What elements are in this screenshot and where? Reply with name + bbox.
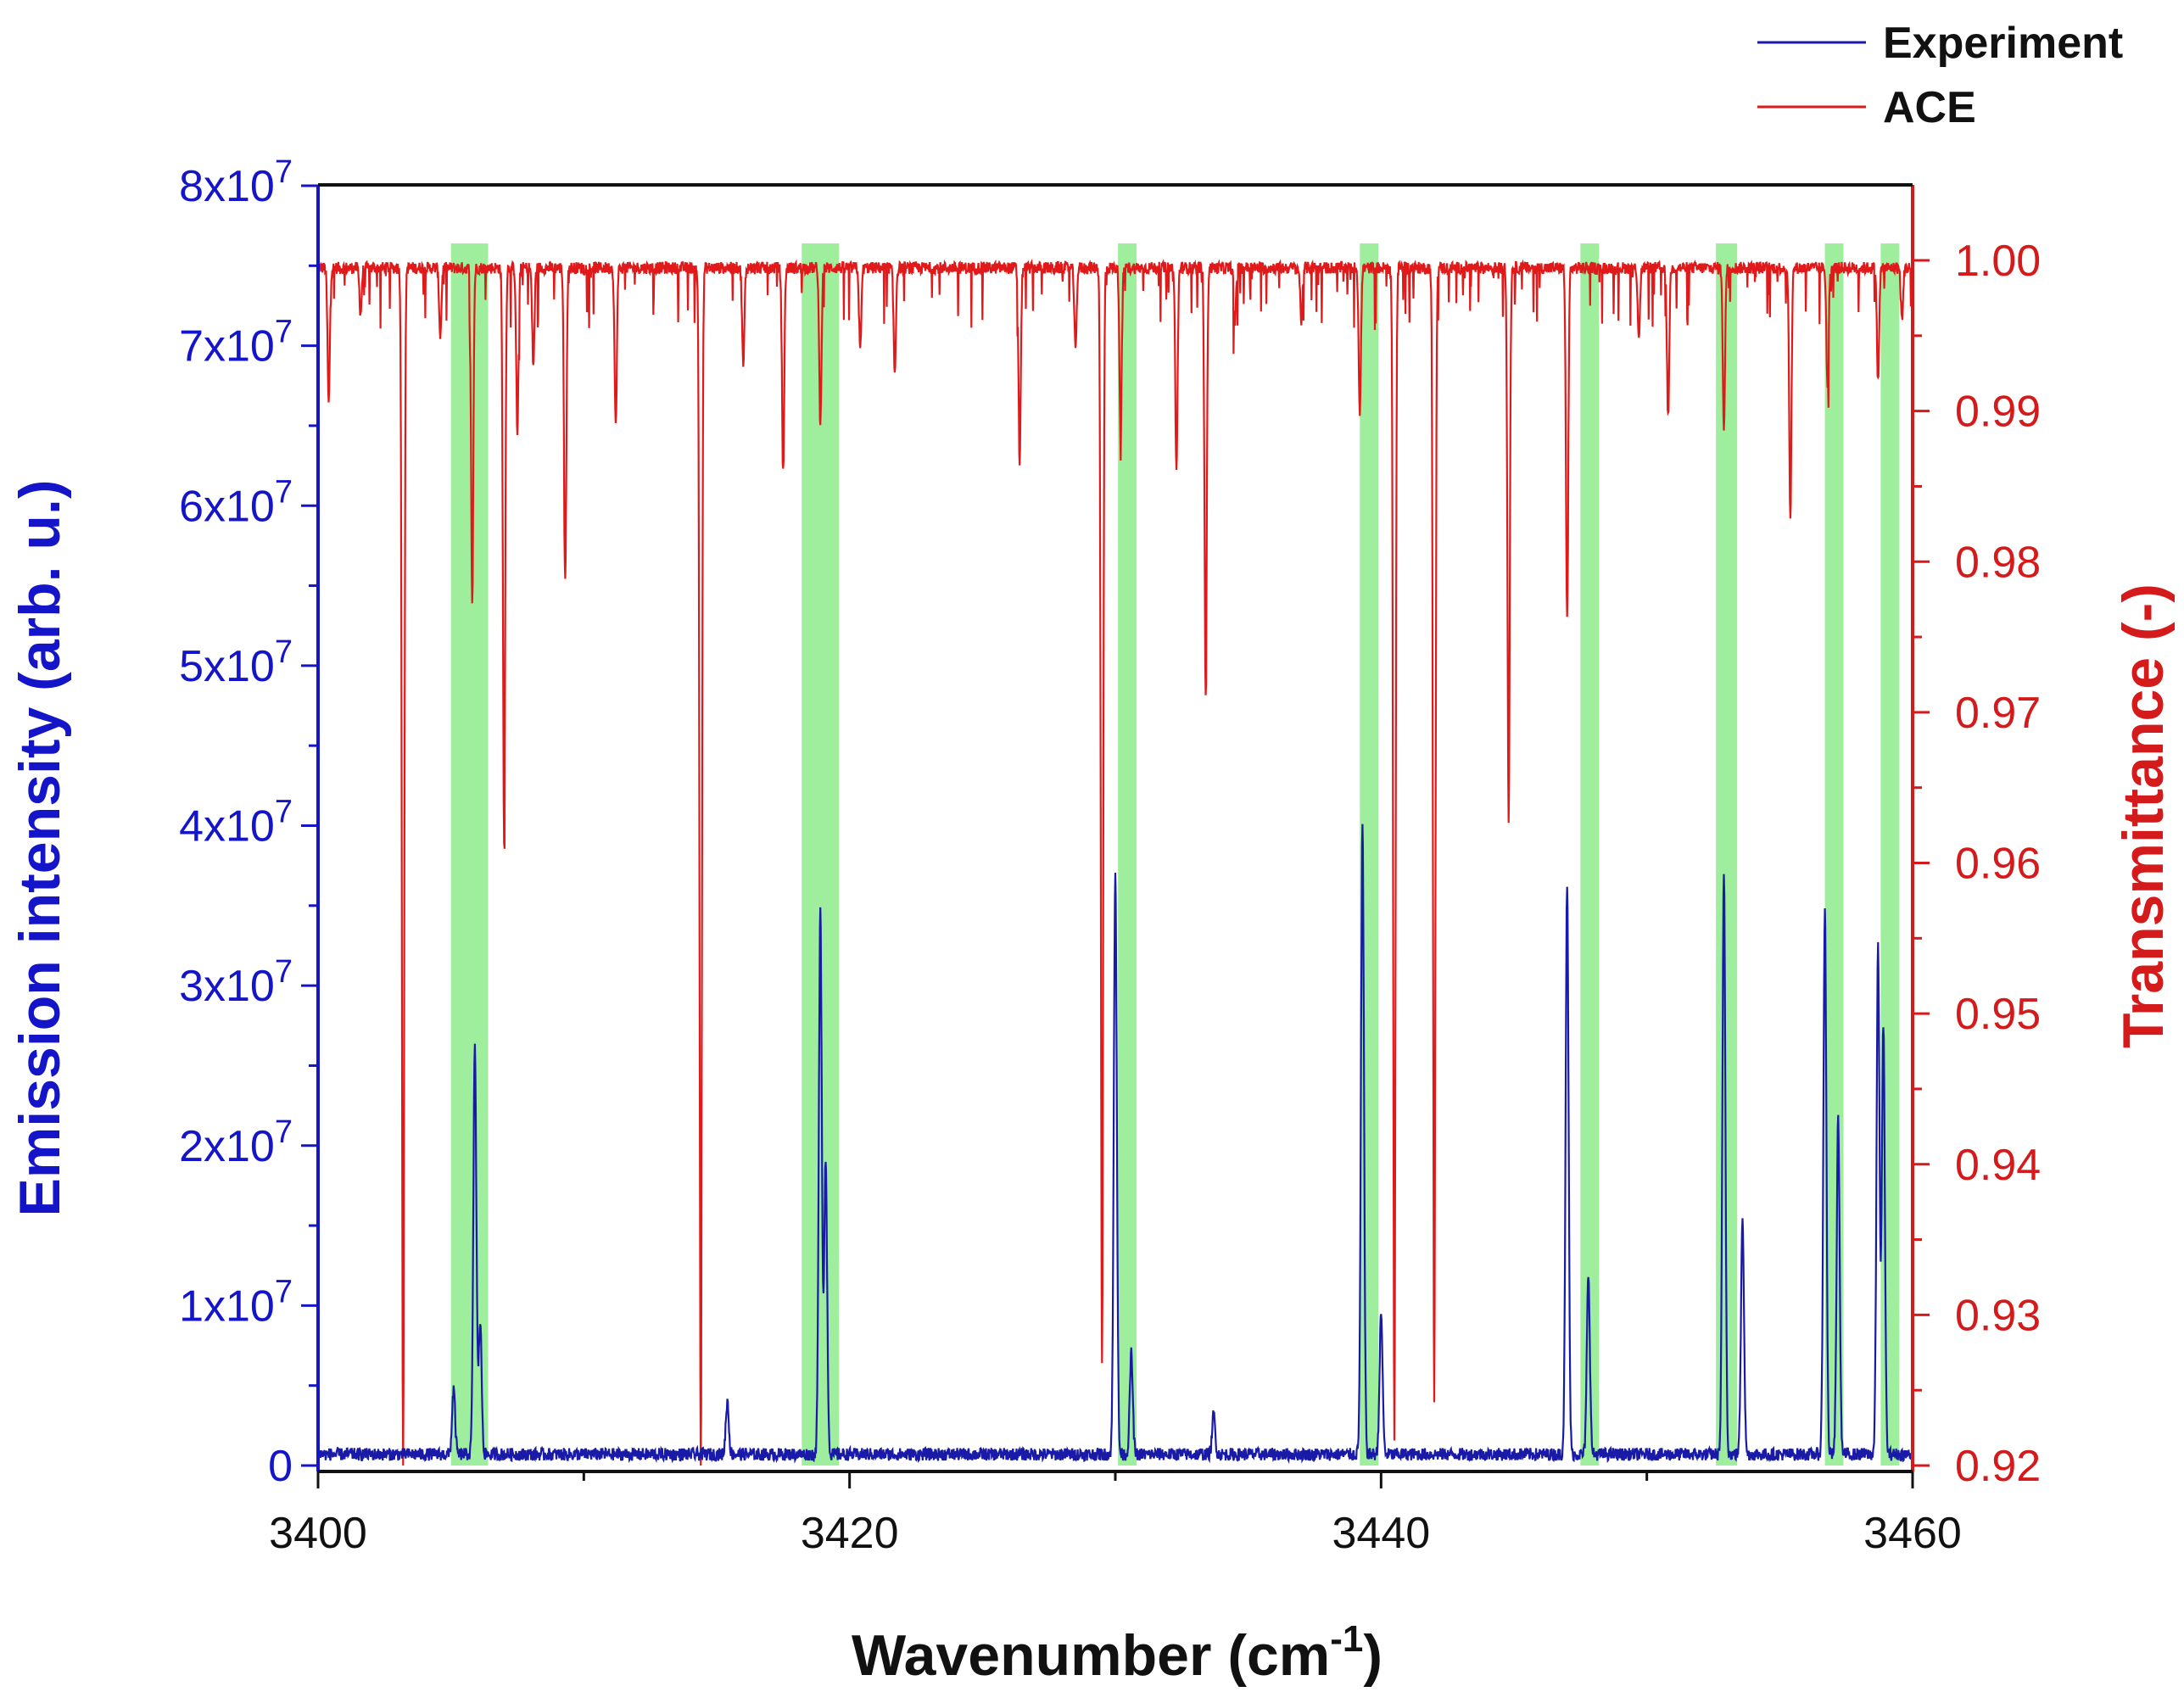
right-tick-label-7: 0.99 (1955, 388, 2041, 437)
right-tick-label-5: 0.97 (1955, 689, 2041, 738)
left-tick-label-6: 6x107 (179, 474, 293, 531)
highlight-band-2 (1118, 243, 1137, 1466)
left-tick-label-4: 4x107 (179, 795, 293, 852)
right-axis-label: Transmittance (-) (2111, 583, 2176, 1048)
legend-label-ace: ACE (1883, 83, 1976, 132)
x-tick-label-1: 3420 (801, 1509, 899, 1558)
x-axis-label: Wavenumber (cm-1) (852, 1618, 1382, 1688)
left-axis-label: Emission intensity (arb. u.) (8, 479, 72, 1216)
right-tick-label-3: 0.95 (1955, 990, 2041, 1039)
highlight-band-4 (1580, 243, 1600, 1466)
x-tick-label-2: 3440 (1332, 1509, 1430, 1558)
left-tick-label-3: 3x107 (179, 954, 293, 1011)
highlight-bands (450, 243, 1900, 1466)
highlight-band-1 (802, 243, 840, 1466)
series-ace-line (317, 258, 1914, 1466)
legend-label-experiment: Experiment (1883, 19, 2123, 68)
left-tick-label-7: 7x107 (179, 315, 293, 371)
left-tick-label-1: 1x107 (179, 1274, 293, 1331)
x-axis-label-superscript: -1 (1330, 1618, 1363, 1660)
right-tick-label-8: 1.00 (1955, 237, 2041, 286)
x-tick-label-0: 3400 (269, 1509, 367, 1558)
right-tick-label-1: 0.93 (1955, 1291, 2041, 1340)
x-tick-label-3: 3460 (1863, 1509, 1962, 1558)
left-tick-label-8: 8x107 (179, 154, 293, 211)
ticks: 0 1x107 2x107 3x107 4x107 5x107 6x107 7x107 8x10… (179, 154, 2041, 1558)
left-tick-label-2: 2x107 (179, 1114, 293, 1171)
series-experiment-line (316, 824, 1914, 1465)
right-tick-label-2: 0.94 (1955, 1141, 2041, 1190)
left-tick-label-0: 0 (268, 1442, 293, 1491)
series-layer (316, 258, 1914, 1466)
left-tick-label-5: 5x107 (179, 634, 293, 691)
right-tick-label-6: 0.98 (1955, 538, 2041, 587)
highlight-band-0 (450, 243, 489, 1466)
highlight-band-7 (1880, 243, 1900, 1466)
legend: Experiment ACE (1757, 19, 2123, 132)
right-tick-label-4: 0.96 (1955, 840, 2041, 889)
axes (316, 183, 1914, 1473)
right-tick-label-0: 0.92 (1955, 1442, 2041, 1491)
